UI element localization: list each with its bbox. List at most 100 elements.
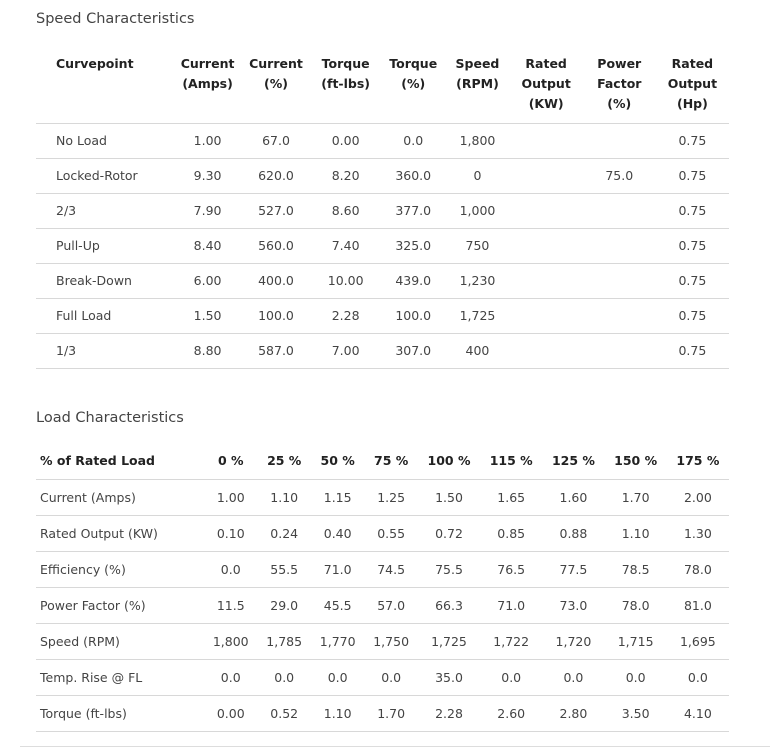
table-cell [582,228,656,264]
row-label: Rated Output (KW) [36,515,204,552]
header-rated-output-kw: Rated Output (KW) [509,44,583,124]
table-cell: 11.5 [204,587,258,624]
table-header-row: % of Rated Load 0 % 25 % 50 % 75 % 100 % 115 %… [36,443,729,480]
table-cell: 100.0 [381,298,446,334]
table-cell: 0.75 [655,298,729,334]
table-cell: 1.10 [310,695,365,732]
row-label: Power Factor (%) [36,587,204,624]
table-cell: 1,000 [445,193,510,229]
speed-characteristics-title: Speed Characteristics [36,11,195,27]
table-cell: 0.85 [480,515,543,552]
row-label: Efficiency (%) [36,551,204,588]
table-cell: 325.0 [381,228,446,264]
table-header-row: Curvepoint Current (Amps) Current (%) To… [36,44,729,124]
table-cell: 1,785 [257,623,311,660]
table-cell: 7.90 [173,193,242,229]
table-cell: 1.60 [542,479,605,516]
load-characteristics-table: % of Rated Load 0 % 25 % 50 % 75 % 100 % 115 %… [36,443,729,732]
table-cell: 78.0 [604,587,667,624]
header-load-pct: 100 % [417,443,481,480]
table-cell: 1.50 [417,479,481,516]
header-load-pct: 125 % [542,443,605,480]
table-row: Full Load 1.50 100.0 2.28 100.0 1,725 0.75 [36,298,729,334]
table-cell: 81.0 [666,587,729,624]
table-cell: 8.20 [310,158,382,194]
header-rated-load: % of Rated Load [36,443,204,480]
table-cell: 0.0 [257,659,311,696]
table-cell: 1.10 [257,479,311,516]
table-cell: 1.25 [364,479,418,516]
table-cell: 0.10 [204,515,258,552]
header-speed-rpm: Speed (RPM) [445,44,510,124]
table-cell: 71.0 [480,587,543,624]
table-cell: 1,715 [604,623,667,660]
table-cell: 587.0 [241,333,311,369]
row-label: Speed (RPM) [36,623,204,660]
table-row: Torque (ft-lbs) 0.00 0.52 1.10 1.70 2.28 2.60 2… [36,695,729,732]
table-cell: 0.0 [310,659,365,696]
table-cell [509,193,583,229]
table-cell: 0.0 [542,659,605,696]
table-cell: 400 [445,333,510,369]
table-cell [509,158,583,194]
table-cell [509,333,583,369]
table-cell: 2.28 [417,695,481,732]
table-cell: 0.0 [381,123,446,159]
header-rated-output-hp: Rated Output (Hp) [655,44,729,124]
table-cell: 7.40 [310,228,382,264]
table-cell: 1.00 [204,479,258,516]
table-cell: 7.00 [310,333,382,369]
table-cell [509,123,583,159]
table-cell: 0.0 [480,659,543,696]
table-cell: 0.88 [542,515,605,552]
table-cell: 0.00 [310,123,382,159]
table-cell: 1.15 [310,479,365,516]
table-cell [509,298,583,334]
table-cell: 2.28 [310,298,382,334]
table-cell [582,298,656,334]
table-cell: 75.0 [582,158,656,194]
table-row: Pull-Up 8.40 560.0 7.40 325.0 750 0.75 [36,228,729,264]
table-row: Efficiency (%) 0.0 55.5 71.0 74.5 75.5 76.5 77.… [36,551,729,588]
header-power-factor: Power Factor (%) [582,44,656,124]
table-cell: 0.0 [666,659,729,696]
table-cell: 1,725 [417,623,481,660]
header-load-pct: 50 % [310,443,365,480]
table-row: Temp. Rise @ FL 0.0 0.0 0.0 0.0 35.0 0.0 0.0 0.0… [36,659,729,696]
table-cell: 29.0 [257,587,311,624]
table-cell [509,263,583,299]
table-cell: 57.0 [364,587,418,624]
table-cell: 0.55 [364,515,418,552]
table-cell: 400.0 [241,263,311,299]
table-cell: 78.5 [604,551,667,588]
table-row: Rated Output (KW) 0.10 0.24 0.40 0.55 0.72 0.8… [36,515,729,552]
table-cell: 1,230 [445,263,510,299]
table-cell: 1.70 [604,479,667,516]
row-label: Break-Down [36,263,174,299]
table-cell [582,263,656,299]
table-cell: 1.00 [173,123,242,159]
table-cell [509,228,583,264]
header-load-pct: 175 % [666,443,729,480]
header-load-pct: 115 % [480,443,543,480]
table-cell: 1,800 [204,623,258,660]
table-cell: 71.0 [310,551,365,588]
header-curvepoint: Curvepoint [36,44,174,124]
table-cell: 78.0 [666,551,729,588]
table-cell: 0.75 [655,263,729,299]
table-cell: 0.0 [364,659,418,696]
table-cell: 0.75 [655,123,729,159]
table-cell: 1,750 [364,623,418,660]
table-cell: 66.3 [417,587,481,624]
table-cell: 2.80 [542,695,605,732]
table-cell: 8.80 [173,333,242,369]
table-cell: 4.10 [666,695,729,732]
row-label: 2/3 [36,193,174,229]
load-characteristics-title: Load Characteristics [36,410,184,426]
table-row: 1/3 8.80 587.0 7.00 307.0 400 0.75 [36,333,729,369]
table-cell: 750 [445,228,510,264]
row-label: No Load [36,123,174,159]
table-cell: 620.0 [241,158,311,194]
header-load-pct: 150 % [604,443,667,480]
header-load-pct: 0 % [204,443,258,480]
